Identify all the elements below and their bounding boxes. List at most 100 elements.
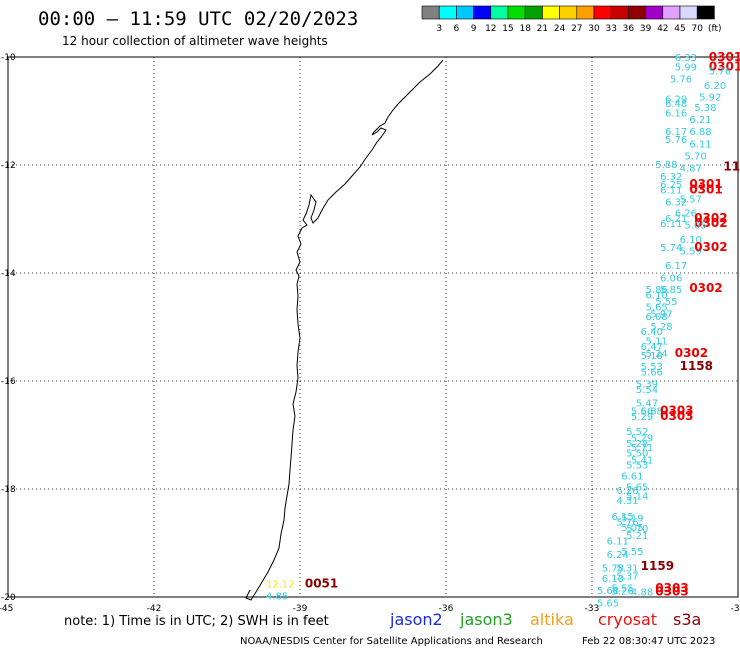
swh-label: 6.61 — [621, 472, 643, 483]
footer-timestamp: Feb 22 08:30:47 UTC 2023 — [582, 636, 715, 647]
swh-label: 0302 — [694, 211, 727, 225]
lat-tick-label: -10 — [1, 53, 16, 63]
swh-label: 0051 — [305, 577, 338, 591]
swh-label: 5.71 — [631, 443, 653, 454]
swh-label: 5.47 — [636, 399, 658, 410]
swh-label: 6.21 — [665, 214, 687, 225]
colorbar-swatch — [628, 5, 646, 20]
swh-label: 0301 — [689, 177, 722, 191]
swh-label: 1158 — [680, 359, 713, 373]
footer-credit: NOAA/NESDIS Center for Satellite Applica… — [240, 636, 543, 647]
swh-label: 6.11 — [660, 185, 682, 196]
swh-label: 5.65 — [646, 302, 668, 313]
colorbar-swatch — [524, 5, 543, 20]
colorbar-tick-label: 27 — [571, 24, 582, 34]
swh-label: 5.92 — [699, 92, 721, 103]
colorbar-tick-label: 6 — [454, 24, 460, 34]
swh-label: 6.20 — [704, 81, 726, 92]
swh-label: 5.53 — [641, 362, 663, 373]
swh-label: 6.33 — [675, 53, 697, 64]
swh-label: 0303 — [660, 409, 693, 423]
swh-label: 6.26 — [675, 209, 697, 220]
swh-label: 6.10 — [680, 235, 702, 246]
swh-label: 5.05 — [684, 220, 706, 231]
note-text: note: 1) Time is in UTC; 2) SWH is in fe… — [64, 614, 329, 629]
swh-label: 5.70 — [684, 151, 706, 162]
swh-label: 6.15 — [611, 512, 633, 523]
colorbar-tick-label: 39 — [640, 24, 652, 34]
lat-tick-label: -14 — [1, 269, 16, 279]
colorbar-swatch — [593, 5, 612, 20]
swh-label: 6.11 — [607, 536, 629, 547]
swh-label: 5.41 — [631, 455, 653, 466]
coastline — [245, 59, 444, 601]
swh-label: 12.12 — [266, 580, 295, 591]
swh-label: 5.11 — [646, 337, 668, 348]
swh-label: 6.32 — [665, 198, 687, 209]
colorbar-swatch — [507, 5, 526, 20]
swh-label: 5.76 — [665, 135, 687, 146]
colorbar-swatch — [490, 5, 509, 20]
swh-label: 5.86 — [646, 285, 668, 296]
swh-label: 5.55 — [611, 583, 633, 594]
swh-label: 6.48 — [665, 99, 687, 110]
colorbar-swatch — [559, 5, 578, 20]
swh-label: 5.55 — [621, 547, 643, 558]
swh-label: 5.19 — [621, 514, 643, 525]
lon-tick-label: -42 — [147, 604, 162, 614]
colorbar-tick-label: 21 — [537, 24, 548, 34]
swh-label: 6.25 — [660, 180, 682, 191]
colorbar-tick-label: 36 — [623, 24, 635, 34]
swh-label: 6.21 — [689, 115, 711, 126]
colorbar-swatch — [576, 5, 595, 20]
swh-label: 0301 — [709, 60, 740, 74]
swh-label: 5.05 — [621, 523, 643, 534]
swh-label: 5.85 — [660, 285, 682, 296]
swh-label: 5.76 — [670, 75, 692, 86]
swh-label: 5.29 — [631, 412, 653, 423]
colorbar-swatch — [645, 5, 664, 20]
colorbar-legend: 3 6 9 12 15 18 21 24 27 30 33 36 39 42 45 70 — [421, 5, 715, 34]
swh-label: 5.74 — [660, 243, 682, 254]
colorbar-swatch — [421, 5, 440, 20]
lat-tick-label: -16 — [1, 377, 16, 387]
swh-label: 5.55 — [655, 297, 677, 308]
swh-label: 5.76 — [616, 517, 638, 528]
colorbar-tick-label: 42 — [657, 24, 668, 34]
swh-label: 5.66 — [641, 367, 663, 378]
swh-label: 5.18 — [641, 351, 663, 362]
swh-label: 4.88 — [631, 588, 653, 599]
swh-label: 5.37 — [616, 571, 638, 582]
swh-label: 0302 — [689, 281, 722, 295]
swh-label: 5.66 — [631, 407, 653, 418]
colorbar-tick-label: 18 — [519, 24, 531, 34]
swh-label: 6.17 — [665, 127, 687, 138]
map-frame — [7, 56, 739, 598]
swh-label: 5.26 — [611, 587, 633, 598]
colorbar-tick-label: 9 — [471, 24, 477, 34]
swh-label: 6.26 — [616, 486, 638, 497]
colorbar-unit-label: (ft) — [708, 24, 722, 34]
swh-label: 6.16 — [665, 109, 687, 120]
swh-label: 6.24 — [607, 550, 629, 561]
swh-label: 5.14 — [626, 491, 648, 502]
swh-label: 0302 — [694, 216, 727, 230]
swh-label: 5.65 — [626, 482, 648, 493]
colorbar-tick-label: 30 — [588, 24, 600, 34]
colorbar-swatch — [473, 5, 492, 20]
swh-label: 5.88 — [655, 160, 677, 171]
swh-label: 5.99 — [675, 63, 697, 74]
lon-tick-label: -30 — [731, 604, 740, 614]
swh-label: 0302 — [694, 240, 727, 254]
lon-tick-label: -45 — [0, 604, 13, 614]
satellite-legend: jason2 jason3 altika cryosat s3a — [389, 610, 701, 629]
colorbar-tick-label: 45 — [674, 24, 685, 34]
swh-label: 0301 — [689, 182, 722, 196]
swh-label: 0303 — [660, 404, 693, 418]
colorbar-swatch — [662, 5, 681, 20]
colorbar-swatch — [696, 5, 715, 20]
lat-lon-grid: -45 -42 -39 -36 -33 -30 -10 -12 -14 -16 -18 -20 — [0, 53, 740, 614]
lat-tick-label: -18 — [1, 485, 16, 495]
